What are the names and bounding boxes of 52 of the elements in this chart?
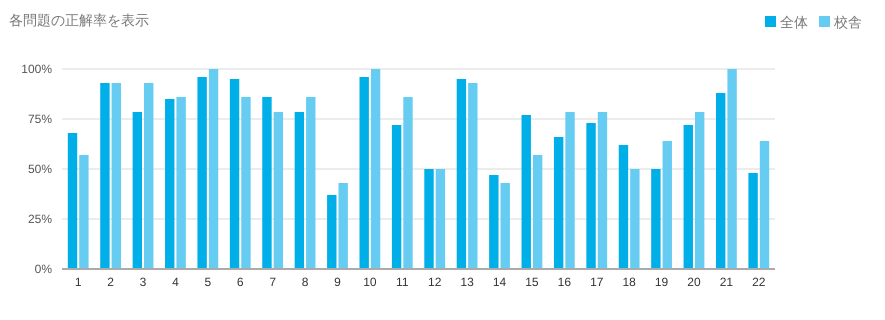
bar bbox=[618, 145, 628, 269]
bar bbox=[694, 112, 704, 269]
bar bbox=[197, 77, 207, 269]
bar bbox=[403, 97, 413, 269]
bar bbox=[262, 97, 272, 269]
bar bbox=[716, 93, 726, 269]
bar bbox=[489, 175, 499, 269]
chart-title: 各問題の正解率を表示 bbox=[9, 12, 149, 28]
bar bbox=[338, 183, 348, 269]
bar bbox=[306, 97, 316, 269]
y-tick-label: 0% bbox=[34, 262, 52, 276]
bar bbox=[468, 83, 478, 269]
bar bbox=[532, 155, 542, 269]
bar bbox=[165, 99, 174, 269]
bar bbox=[500, 183, 510, 269]
bar bbox=[176, 97, 186, 269]
bar bbox=[359, 77, 369, 269]
bar bbox=[748, 173, 758, 269]
bar bbox=[456, 79, 466, 269]
y-tick-label: 75% bbox=[28, 112, 52, 126]
bar bbox=[241, 97, 251, 269]
legend-label: 全体 bbox=[780, 14, 808, 30]
bar bbox=[327, 195, 336, 269]
bar bbox=[727, 69, 737, 269]
bar bbox=[630, 169, 640, 269]
bar bbox=[598, 112, 608, 269]
bar bbox=[144, 83, 154, 269]
bar bbox=[565, 112, 575, 269]
y-tick-label: 100% bbox=[21, 62, 52, 76]
y-tick-label: 25% bbox=[28, 212, 52, 226]
bar bbox=[760, 141, 770, 269]
bar bbox=[436, 169, 446, 269]
bar bbox=[100, 83, 110, 269]
bar bbox=[424, 169, 434, 269]
bar bbox=[522, 115, 531, 269]
bar bbox=[392, 125, 402, 269]
bar bbox=[554, 137, 564, 269]
bar bbox=[586, 123, 596, 269]
bar bbox=[294, 112, 304, 269]
bar bbox=[230, 79, 240, 269]
bar bbox=[370, 69, 380, 269]
bar bbox=[684, 125, 693, 269]
bar bbox=[112, 83, 122, 269]
bar bbox=[132, 112, 142, 269]
bar bbox=[208, 69, 218, 269]
bar bbox=[79, 155, 89, 269]
bar bbox=[68, 133, 78, 269]
bar bbox=[274, 112, 284, 269]
bar bbox=[651, 169, 661, 269]
y-tick-label: 50% bbox=[28, 162, 52, 176]
legend-label: 校舎 bbox=[833, 14, 862, 30]
bar bbox=[662, 141, 672, 269]
